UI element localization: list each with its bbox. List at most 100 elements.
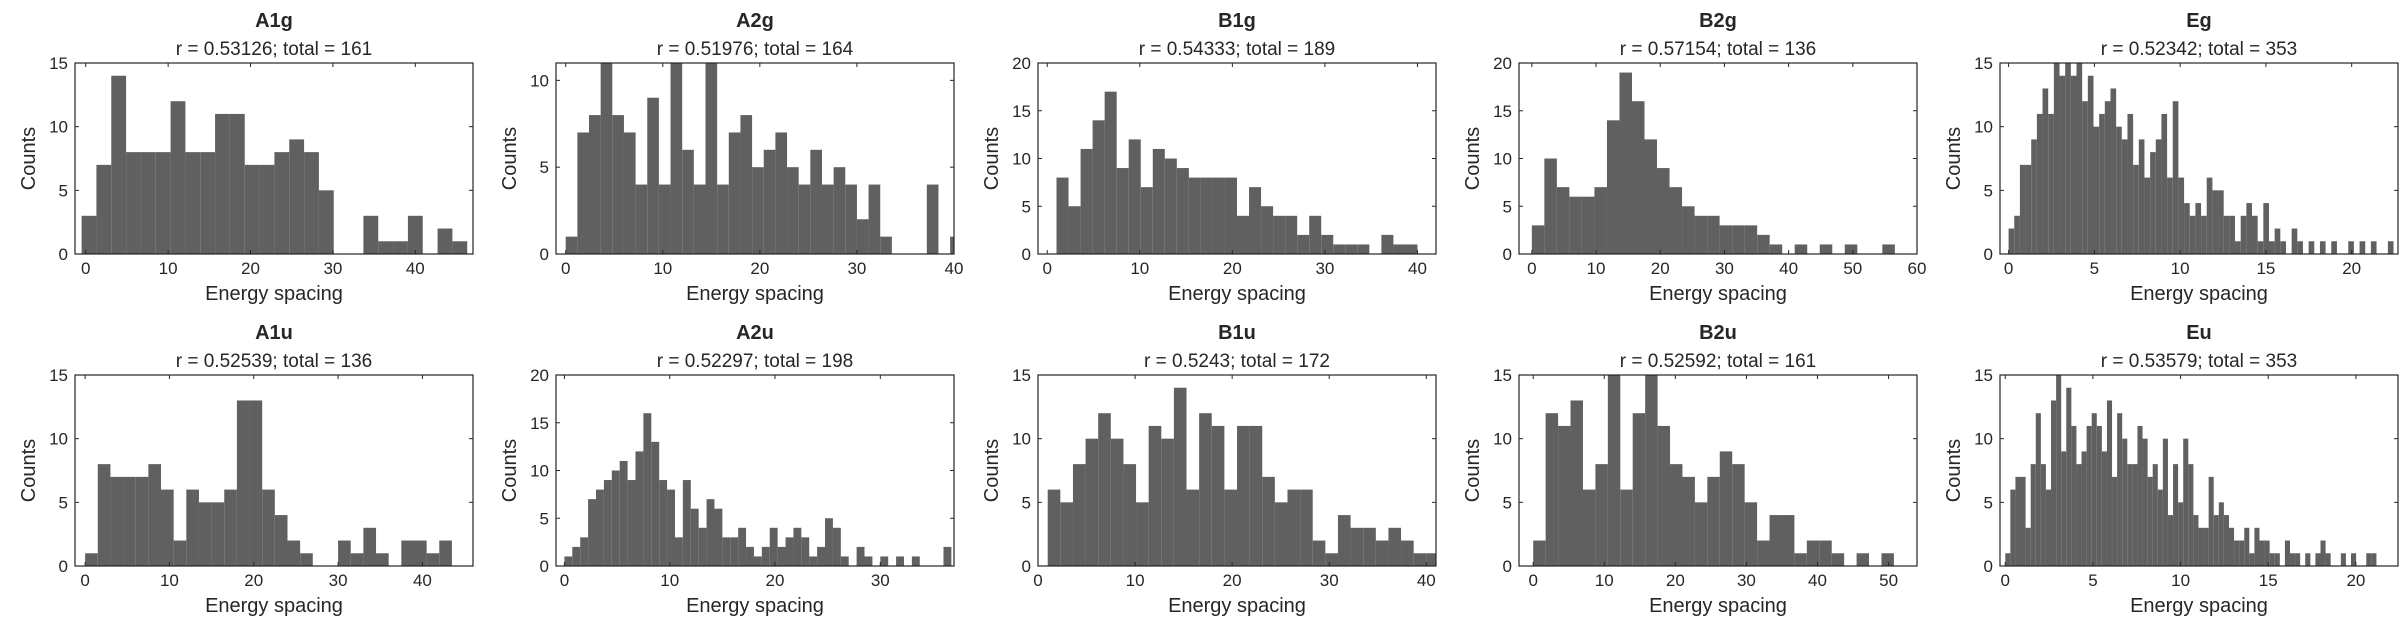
histogram-bar [821,184,834,254]
histogram-bar [2239,540,2245,566]
histogram-bar [589,115,601,254]
histogram-bar [2228,527,2235,566]
y-tick-label: 10 [1493,430,1512,449]
histogram-bar [437,228,453,254]
x-tick-label: 20 [1666,571,1685,590]
x-tick-label: 20 [750,259,769,278]
y-axis-label: Counts [1462,439,1484,502]
x-axis-label: Energy spacing [205,283,343,305]
histogram-bar [2280,241,2286,254]
x-axis-label: Energy spacing [1168,595,1306,617]
histogram-bar [2371,553,2377,566]
histogram-bar [2325,553,2331,566]
histogram-bar [580,537,589,566]
x-tick-label: 30 [1315,259,1334,278]
x-tick-label: 0 [2004,259,2013,278]
histogram-bar [565,236,578,254]
chart-title: A2g [736,10,774,32]
y-tick-label: 20 [1493,54,1512,73]
histogram-bars [1056,91,1418,255]
histogram-bar [682,480,691,566]
histogram-bar [173,540,187,566]
histogram-bar [1152,148,1165,254]
histogram-bar [2213,515,2219,566]
histogram-bar [2348,241,2354,254]
histogram-bar [1558,425,1571,566]
histogram-bar [1176,168,1189,254]
histogram-bar [274,515,288,566]
histogram-bar [1594,187,1607,254]
histogram-bar [2295,553,2301,566]
histogram-bar [1309,215,1322,254]
histogram-bars [2005,375,2377,566]
histogram-bar [596,489,604,566]
y-tick-label: 5 [59,181,68,200]
x-tick-label: 30 [1715,259,1734,278]
histogram-bar [1819,244,1833,254]
chart-subtitle: r = 0.54333; total = 189 [1139,39,1336,60]
histogram-bar [2340,553,2346,566]
histogram-bar [785,537,794,566]
histogram-bar [635,184,648,254]
y-tick-label: 15 [49,366,68,385]
y-tick-label: 15 [1974,54,1993,73]
histogram-bar [1606,120,1620,254]
histogram-bar [2053,63,2060,254]
x-tick-label: 20 [244,571,263,590]
y-tick-label: 15 [1493,102,1512,121]
histogram-bar [1381,234,1394,254]
histogram-bar [1092,120,1105,254]
y-tick-label: 10 [1493,150,1512,169]
histogram-bar [2161,113,2168,255]
histogram-bar [572,546,581,566]
histogram-bar [200,152,216,254]
histogram-bar [413,540,427,566]
histogram-bar [2110,88,2117,254]
x-tick-label: 50 [1843,259,1862,278]
histogram-bar [1199,413,1212,566]
histogram-bar [289,139,305,254]
histogram-bar [1644,139,1658,254]
histogram-bar [1273,215,1286,254]
histogram-bar [2370,241,2377,254]
histogram-bar [224,489,237,566]
y-tick-label: 5 [1503,493,1512,512]
chart-title: A1u [255,322,293,344]
histogram-bar [740,115,753,254]
x-tick-label: 40 [1779,259,1798,278]
histogram-bar [2162,438,2168,566]
histogram-bar [1607,375,1621,566]
histogram-bar [2099,113,2105,255]
chart-subtitle: r = 0.53126; total = 161 [176,39,373,60]
y-tick-label: 0 [59,557,68,576]
histogram-bar [2122,438,2128,566]
histogram-bar [1645,375,1658,566]
y-tick-label: 15 [530,414,549,433]
x-tick-label: 0 [1043,259,1052,278]
histogram-bar [2010,489,2016,566]
histogram-bar [690,508,699,566]
histogram-bar [1325,553,1338,566]
y-tick-label: 5 [1984,493,1993,512]
x-tick-label: 10 [159,259,178,278]
y-tick-label: 15 [1493,366,1512,385]
histogram-bar [1769,515,1782,566]
x-axis-label: Energy spacing [205,595,343,617]
histogram-bar [2112,476,2118,566]
histogram-bar [1707,215,1720,254]
histogram-bar [2208,476,2214,566]
histogram-bar [393,241,408,254]
histogram-bar [148,464,162,566]
x-tick-label: 30 [1737,571,1756,590]
histogram-bar [658,184,671,254]
histogram-bar [97,464,111,566]
histogram-bar [2172,101,2179,254]
chart-subtitle: r = 0.52592; total = 161 [1620,351,1817,372]
histogram-bar [1393,244,1406,254]
histogram-bar [244,164,260,254]
histogram-bar [1744,225,1758,254]
histogram-bar [1072,464,1086,566]
x-tick-label: 20 [2346,571,2365,590]
histogram-bar [2133,164,2139,254]
histogram-bar [2259,540,2265,566]
